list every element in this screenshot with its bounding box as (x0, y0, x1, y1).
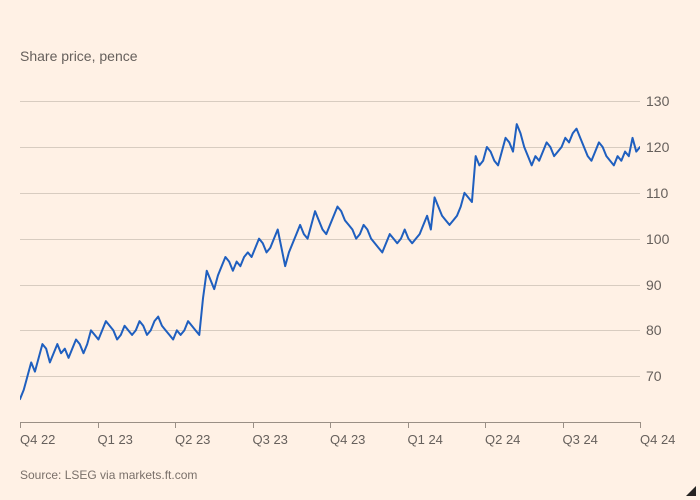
x-tick-label: Q2 24 (485, 432, 545, 447)
x-tick (175, 422, 176, 428)
x-tick (98, 422, 99, 428)
x-tick-label: Q1 23 (98, 432, 158, 447)
x-tick-label: Q4 24 (640, 432, 700, 447)
x-tick (253, 422, 254, 428)
resize-corner-icon (686, 486, 696, 496)
x-tick-label: Q4 23 (330, 432, 390, 447)
x-tick (408, 422, 409, 428)
x-tick-label: Q4 22 (20, 432, 80, 447)
x-axis: Q4 22 Q1 23 Q2 23 Q3 23 Q4 23 Q1 24 Q2 24 Q3 24… (20, 422, 680, 452)
x-tick (563, 422, 564, 428)
y-tick-label: 90 (646, 277, 680, 293)
price-line-series (20, 92, 640, 422)
y-tick-label: 110 (646, 185, 680, 201)
y-tick-label: 120 (646, 139, 680, 155)
x-tick-label: Q1 24 (408, 432, 468, 447)
x-tick-label: Q2 23 (175, 432, 235, 447)
x-tick (640, 422, 641, 428)
x-tick (485, 422, 486, 428)
x-tick (20, 422, 21, 428)
y-tick-label: 70 (646, 368, 680, 384)
x-tick-label: Q3 24 (563, 432, 623, 447)
y-tick-label: 130 (646, 93, 680, 109)
y-tick-label: 100 (646, 231, 680, 247)
chart-source: Source: LSEG via markets.ft.com (20, 468, 197, 482)
x-tick-label: Q3 23 (253, 432, 313, 447)
chart-subtitle: Share price, pence (20, 48, 138, 64)
y-tick-label: 80 (646, 322, 680, 338)
x-tick (330, 422, 331, 428)
chart-plot-area: 70 80 90 100 110 120 130 (20, 92, 680, 422)
